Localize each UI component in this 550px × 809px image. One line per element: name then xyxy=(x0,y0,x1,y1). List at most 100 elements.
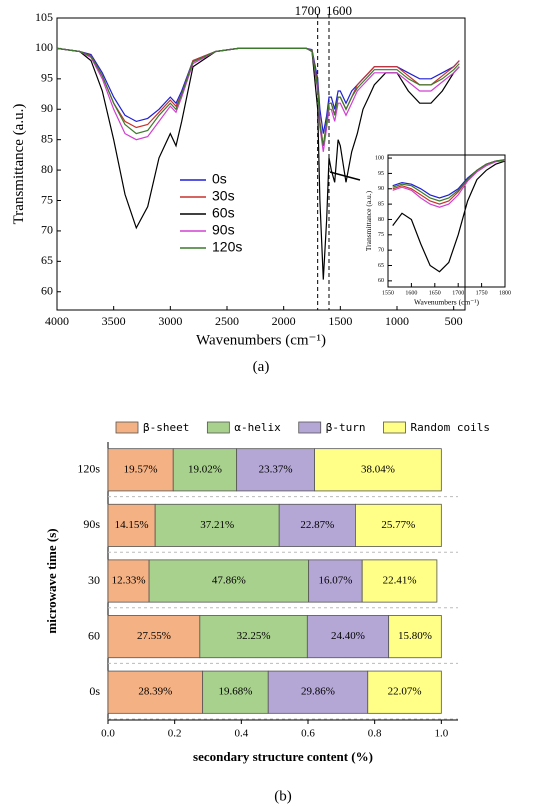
value-label: 29.86% xyxy=(301,686,335,698)
value-label: 16.07% xyxy=(318,575,352,587)
bar-segment xyxy=(107,615,201,659)
x-tick-label: 1800 xyxy=(499,290,511,296)
value-label: 32.25% xyxy=(237,630,271,642)
y-tick-label: 60 xyxy=(378,278,384,284)
bar-segment xyxy=(361,559,438,603)
x-tick-label: 1650 xyxy=(429,290,441,296)
y-tick-label: 75 xyxy=(378,232,384,238)
value-label: 19.68% xyxy=(218,686,252,698)
y-tick-label: 70 xyxy=(378,248,384,254)
bar-segment xyxy=(148,559,310,603)
value-label: 47.86% xyxy=(212,575,246,587)
y-tick-label: 95 xyxy=(41,71,53,85)
plot-frame xyxy=(56,17,466,311)
legend-label: 0s xyxy=(212,171,227,187)
caption: (b) xyxy=(274,788,292,804)
x-tick-label: 0.2 xyxy=(168,728,182,740)
x-tick-label: 1600 xyxy=(405,290,417,296)
bar-segment xyxy=(107,559,150,603)
x-tick-label: 1.0 xyxy=(434,728,448,740)
y-tick-label: 95 xyxy=(378,171,384,177)
value-label: 14.15% xyxy=(115,519,149,531)
caption: (a) xyxy=(253,359,270,375)
x-axis-label: Wavenumbers (cm⁻¹) xyxy=(414,297,479,306)
value-label: 22.41% xyxy=(383,575,417,587)
bar-segment xyxy=(306,615,390,659)
y-tick-label: 30 xyxy=(88,573,100,587)
legend-label: α-helix xyxy=(234,421,281,434)
x-tick-label: 2500 xyxy=(215,314,239,328)
bar-segment xyxy=(107,670,204,714)
y-tick-label: 85 xyxy=(378,201,384,207)
x-axis-label: secondary structure content (%) xyxy=(193,749,373,764)
y-tick-label: 80 xyxy=(378,217,384,223)
legend-label: 30s xyxy=(212,188,235,204)
value-label: 37.21% xyxy=(200,519,234,531)
inset-frame xyxy=(27,10,475,344)
x-tick-label: 0.6 xyxy=(301,728,315,740)
y-tick-label: 75 xyxy=(41,192,53,206)
y-tick-label: 70 xyxy=(41,223,53,237)
value-label: 15.80% xyxy=(398,630,432,642)
x-tick-label: 1500 xyxy=(328,314,352,328)
bar-segment xyxy=(154,503,280,547)
bar-segment xyxy=(107,448,174,492)
x-tick-label: 2000 xyxy=(272,314,296,328)
legend-label: 90s xyxy=(212,222,235,238)
bar-segment xyxy=(308,559,363,603)
bar-segment xyxy=(107,503,156,547)
x-tick-label: 0.8 xyxy=(368,728,382,740)
value-label: 19.57% xyxy=(124,463,158,475)
value-label: 12.33% xyxy=(112,575,146,587)
y-tick-label: 90s xyxy=(83,517,100,531)
y-tick-label: 65 xyxy=(41,253,53,267)
value-label: 28.39% xyxy=(138,686,172,698)
legend-label: 60s xyxy=(212,205,235,221)
legend-label: β-turn xyxy=(326,421,366,434)
y-axis-label: Transmittance (a.u.) xyxy=(11,104,27,225)
x-tick-label: 1550 xyxy=(382,290,394,296)
y-tick-label: 100 xyxy=(35,40,53,54)
legend-label: 120s xyxy=(212,239,242,255)
x-tick-label: 1750 xyxy=(476,290,488,296)
y-tick-label: 120s xyxy=(77,462,100,476)
legend-swatch xyxy=(298,421,322,434)
legend-label: Random coils xyxy=(410,421,489,434)
y-tick-label: 60 xyxy=(88,628,100,642)
bar-segment xyxy=(355,503,442,547)
value-label: 27.55% xyxy=(137,630,171,642)
reference-label: 1700 xyxy=(295,3,321,18)
y-tick-label: 90 xyxy=(41,101,53,115)
bar-segment xyxy=(388,615,442,659)
spectrum-line xyxy=(392,160,506,273)
x-tick-label: 0.0 xyxy=(101,728,115,740)
value-label: 23.37% xyxy=(259,463,293,475)
pointer-arrow xyxy=(329,171,361,181)
legend-swatch xyxy=(115,421,139,434)
bar-segment xyxy=(172,448,238,492)
x-tick-label: 3000 xyxy=(158,314,182,328)
x-tick-label: 500 xyxy=(445,314,463,328)
spectrum-line xyxy=(392,159,506,208)
x-tick-label: 3500 xyxy=(102,314,126,328)
bar-segment xyxy=(314,448,442,492)
y-tick-label: 80 xyxy=(41,162,53,176)
bar-segment xyxy=(367,670,442,714)
value-label: 22.87% xyxy=(300,519,334,531)
y-tick-label: 60 xyxy=(41,284,53,298)
x-tick-label: 0.4 xyxy=(234,728,248,740)
y-tick-label: 100 xyxy=(375,155,384,161)
y-axis-label: microwave time (s) xyxy=(44,528,59,633)
x-axis-label: Wavenumbers (cm⁻¹) xyxy=(196,333,326,349)
y-tick-label: 105 xyxy=(35,10,53,24)
legend-label: β-sheet xyxy=(143,421,189,434)
value-label: 19.02% xyxy=(188,463,222,475)
y-tick-label: 65 xyxy=(378,263,384,269)
plot-frame xyxy=(387,154,506,288)
value-label: 38.04% xyxy=(361,463,395,475)
value-label: 24.40% xyxy=(331,630,365,642)
x-tick-label: 1700 xyxy=(452,290,464,296)
value-label: 25.77% xyxy=(381,519,415,531)
x-tick-label: 4000 xyxy=(45,314,69,328)
